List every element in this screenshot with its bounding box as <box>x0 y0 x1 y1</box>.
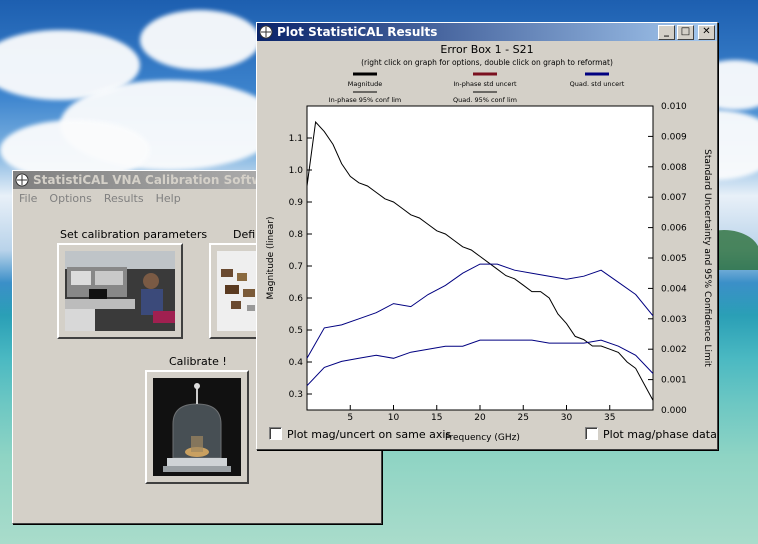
x-tick-label: 15 <box>431 413 442 423</box>
s21-chart[interactable]: Error Box 1 - S21 (right click on graph … <box>257 42 715 426</box>
y2-tick-label: 0.004 <box>661 284 687 294</box>
legend-label-quad95: Quad. 95% conf lim <box>453 96 517 104</box>
components-photo-icon <box>221 269 255 311</box>
y-tick-label: 0.4 <box>289 358 304 368</box>
menu-results[interactable]: Results <box>103 192 144 205</box>
calibration-menubar: File Options Results Help <box>13 189 381 208</box>
y2-tick-label: 0.000 <box>661 406 687 416</box>
magphase-checkbox-row[interactable]: Plot mag/phase data <box>585 427 717 441</box>
magphase-checkbox[interactable] <box>585 427 598 440</box>
y-tick-label: 0.3 <box>289 390 303 400</box>
y-tick-label: 0.9 <box>289 198 304 208</box>
y-axis-label: Magnitude (linear) <box>266 216 276 299</box>
menu-options[interactable]: Options <box>49 192 92 205</box>
y-tick-label: 0.7 <box>289 262 303 272</box>
same-axis-checkbox[interactable] <box>269 427 282 440</box>
y2-tick-label: 0.008 <box>661 163 687 173</box>
x-tick-label: 5 <box>347 413 353 423</box>
calibrate-button[interactable] <box>145 370 249 484</box>
series-line-in-phase-std-uncert <box>306 263 654 359</box>
y2-tick-label: 0.002 <box>661 345 687 355</box>
define-label: Defir <box>233 228 260 241</box>
minimize-button[interactable]: _ <box>658 24 675 40</box>
magphase-label: Plot mag/phase data <box>603 428 717 441</box>
y-tick-label: 0.6 <box>289 294 304 304</box>
same-axis-checkbox-row[interactable]: Plot mag/uncert on same axis <box>269 427 451 441</box>
y2-axis-label: Standard Uncertainty and 95% Confidence … <box>702 149 712 367</box>
y2-tick-label: 0.006 <box>661 224 687 234</box>
y2-tick-label: 0.009 <box>661 132 687 142</box>
app-icon <box>15 173 29 187</box>
plot-titlebar[interactable]: Plot StatistiCAL Results _ □ ✕ <box>257 23 717 41</box>
y2-tick-label: 0.010 <box>661 102 687 112</box>
chart-subtitle: (right click on graph for options, doubl… <box>361 58 613 67</box>
y2-tick-label: 0.003 <box>661 315 687 325</box>
calibrate-label: Calibrate ! <box>169 355 227 368</box>
x-tick-label: 25 <box>518 413 529 423</box>
y-tick-label: 0.5 <box>289 326 303 336</box>
y-tick-label: 0.8 <box>289 230 304 240</box>
x-tick-label: 20 <box>474 413 486 423</box>
plot-area <box>306 105 654 411</box>
legend-label-magnitude: Magnitude <box>348 80 382 88</box>
x-tick-label: 30 <box>561 413 573 423</box>
maximize-button[interactable]: □ <box>677 24 694 40</box>
menu-file[interactable]: File <box>19 192 38 205</box>
series-line-quad-std-uncert <box>306 339 654 387</box>
x-tick-label: 35 <box>604 413 615 423</box>
lab-photo-icon <box>65 251 175 331</box>
x-axis-label: Frequency (GHz) <box>445 433 520 443</box>
y-tick-label: 1.0 <box>289 166 304 176</box>
set-params-label: Set calibration parameters <box>60 228 208 241</box>
y-tick-label: 1.1 <box>289 134 303 144</box>
same-axis-label: Plot mag/uncert on same axis <box>287 428 452 441</box>
plot-window-title: Plot StatistiCAL Results <box>277 25 438 39</box>
legend: Magnitude In-phase std uncert Quad. std … <box>329 72 625 104</box>
y2-tick-label: 0.005 <box>661 254 687 264</box>
set-params-button[interactable] <box>57 243 183 339</box>
legend-label-inphase: In-phase std uncert <box>453 80 517 88</box>
legend-label-inphase95: In-phase 95% conf lim <box>329 96 402 104</box>
calibration-window-title: StatistiCAL VNA Calibration Software <box>33 173 285 187</box>
chart-title: Error Box 1 - S21 <box>440 43 533 56</box>
y2-tick-label: 0.007 <box>661 193 687 203</box>
bell-jar-icon <box>153 378 241 476</box>
series-line-magnitude <box>306 120 654 401</box>
plot-window: Plot StatistiCAL Results _ □ ✕ Error Box… <box>256 22 718 450</box>
x-tick-label: 10 <box>388 413 400 423</box>
legend-label-quad: Quad. std uncert <box>570 80 625 88</box>
menu-help[interactable]: Help <box>155 192 181 205</box>
app-icon <box>259 25 273 39</box>
y2-tick-label: 0.001 <box>661 376 687 386</box>
close-button[interactable]: ✕ <box>698 24 715 40</box>
